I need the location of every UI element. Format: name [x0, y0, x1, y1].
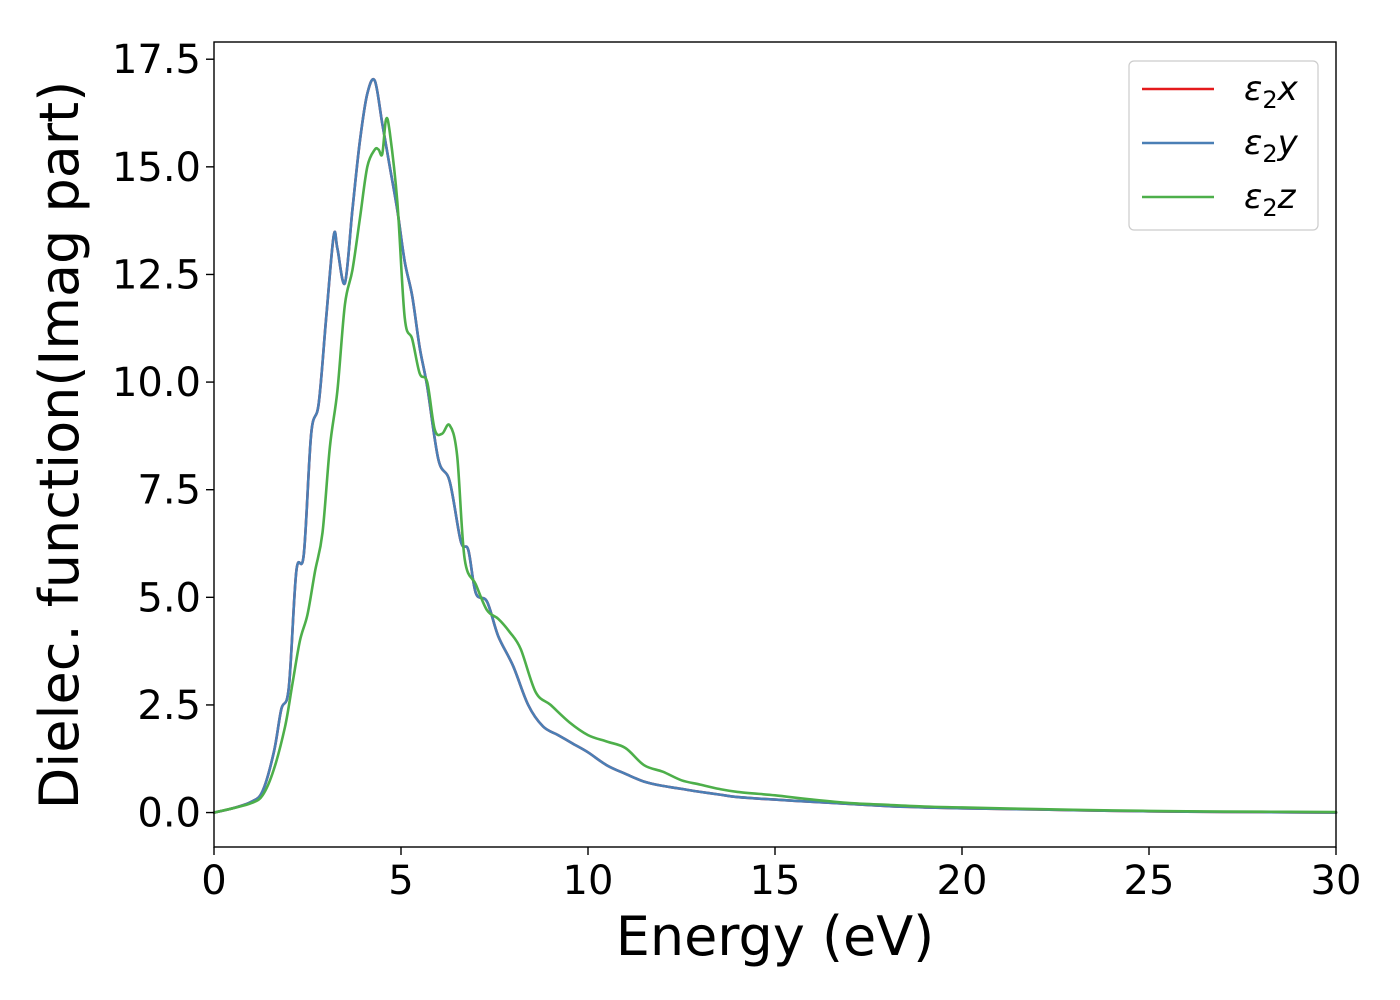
legend-label-base: ε — [1244, 123, 1262, 163]
y-tick-label: 17.5 — [112, 37, 201, 83]
x-tick-label: 30 — [1311, 858, 1362, 904]
series-layer — [212, 77, 1338, 814]
y-axis-title: Dielec. function(Imag part) — [28, 81, 91, 810]
legend-label-variable: x — [1277, 69, 1299, 109]
legend-label-subscript: 2 — [1262, 194, 1277, 222]
x-tick-label: 15 — [750, 858, 801, 904]
legend-label-subscript: 2 — [1262, 140, 1277, 168]
legend-label-z: ε2z — [1244, 177, 1297, 222]
y-tick-label: 10.0 — [112, 360, 201, 406]
legend-label-base: ε — [1244, 69, 1262, 109]
x-tick-label: 25 — [1124, 858, 1175, 904]
x-tick-label: 0 — [201, 858, 226, 904]
legend-label-variable: z — [1277, 177, 1297, 217]
legend-label-y: ε2y — [1244, 123, 1299, 168]
series-line-y — [212, 77, 1338, 814]
series-line-z — [212, 116, 1338, 814]
y-tick-label: 15.0 — [112, 145, 201, 191]
x-axis-title: Energy (eV) — [616, 905, 935, 968]
legend-label-base: ε — [1244, 177, 1262, 217]
x-tick-label: 10 — [563, 858, 614, 904]
y-tick-label: 0.0 — [137, 791, 201, 837]
y-tick-label: 2.5 — [137, 683, 201, 729]
y-tick-label: 5.0 — [137, 575, 201, 621]
y-tick-label: 12.5 — [112, 252, 201, 298]
x-tick-label: 5 — [388, 858, 413, 904]
y-tick-label: 7.5 — [137, 468, 201, 514]
legend-box — [1128, 60, 1319, 231]
legend-label-subscript: 2 — [1262, 86, 1277, 114]
y-axis: 0.0 2.5 5.0 7.5 10.0 12.5 15.0 17.5 — [112, 37, 214, 837]
x-axis: 0 5 10 15 20 25 30 — [201, 847, 1361, 904]
x-tick-label: 20 — [937, 858, 988, 904]
legend-label-variable: y — [1277, 123, 1299, 163]
legend-label-x: ε2x — [1244, 69, 1299, 114]
